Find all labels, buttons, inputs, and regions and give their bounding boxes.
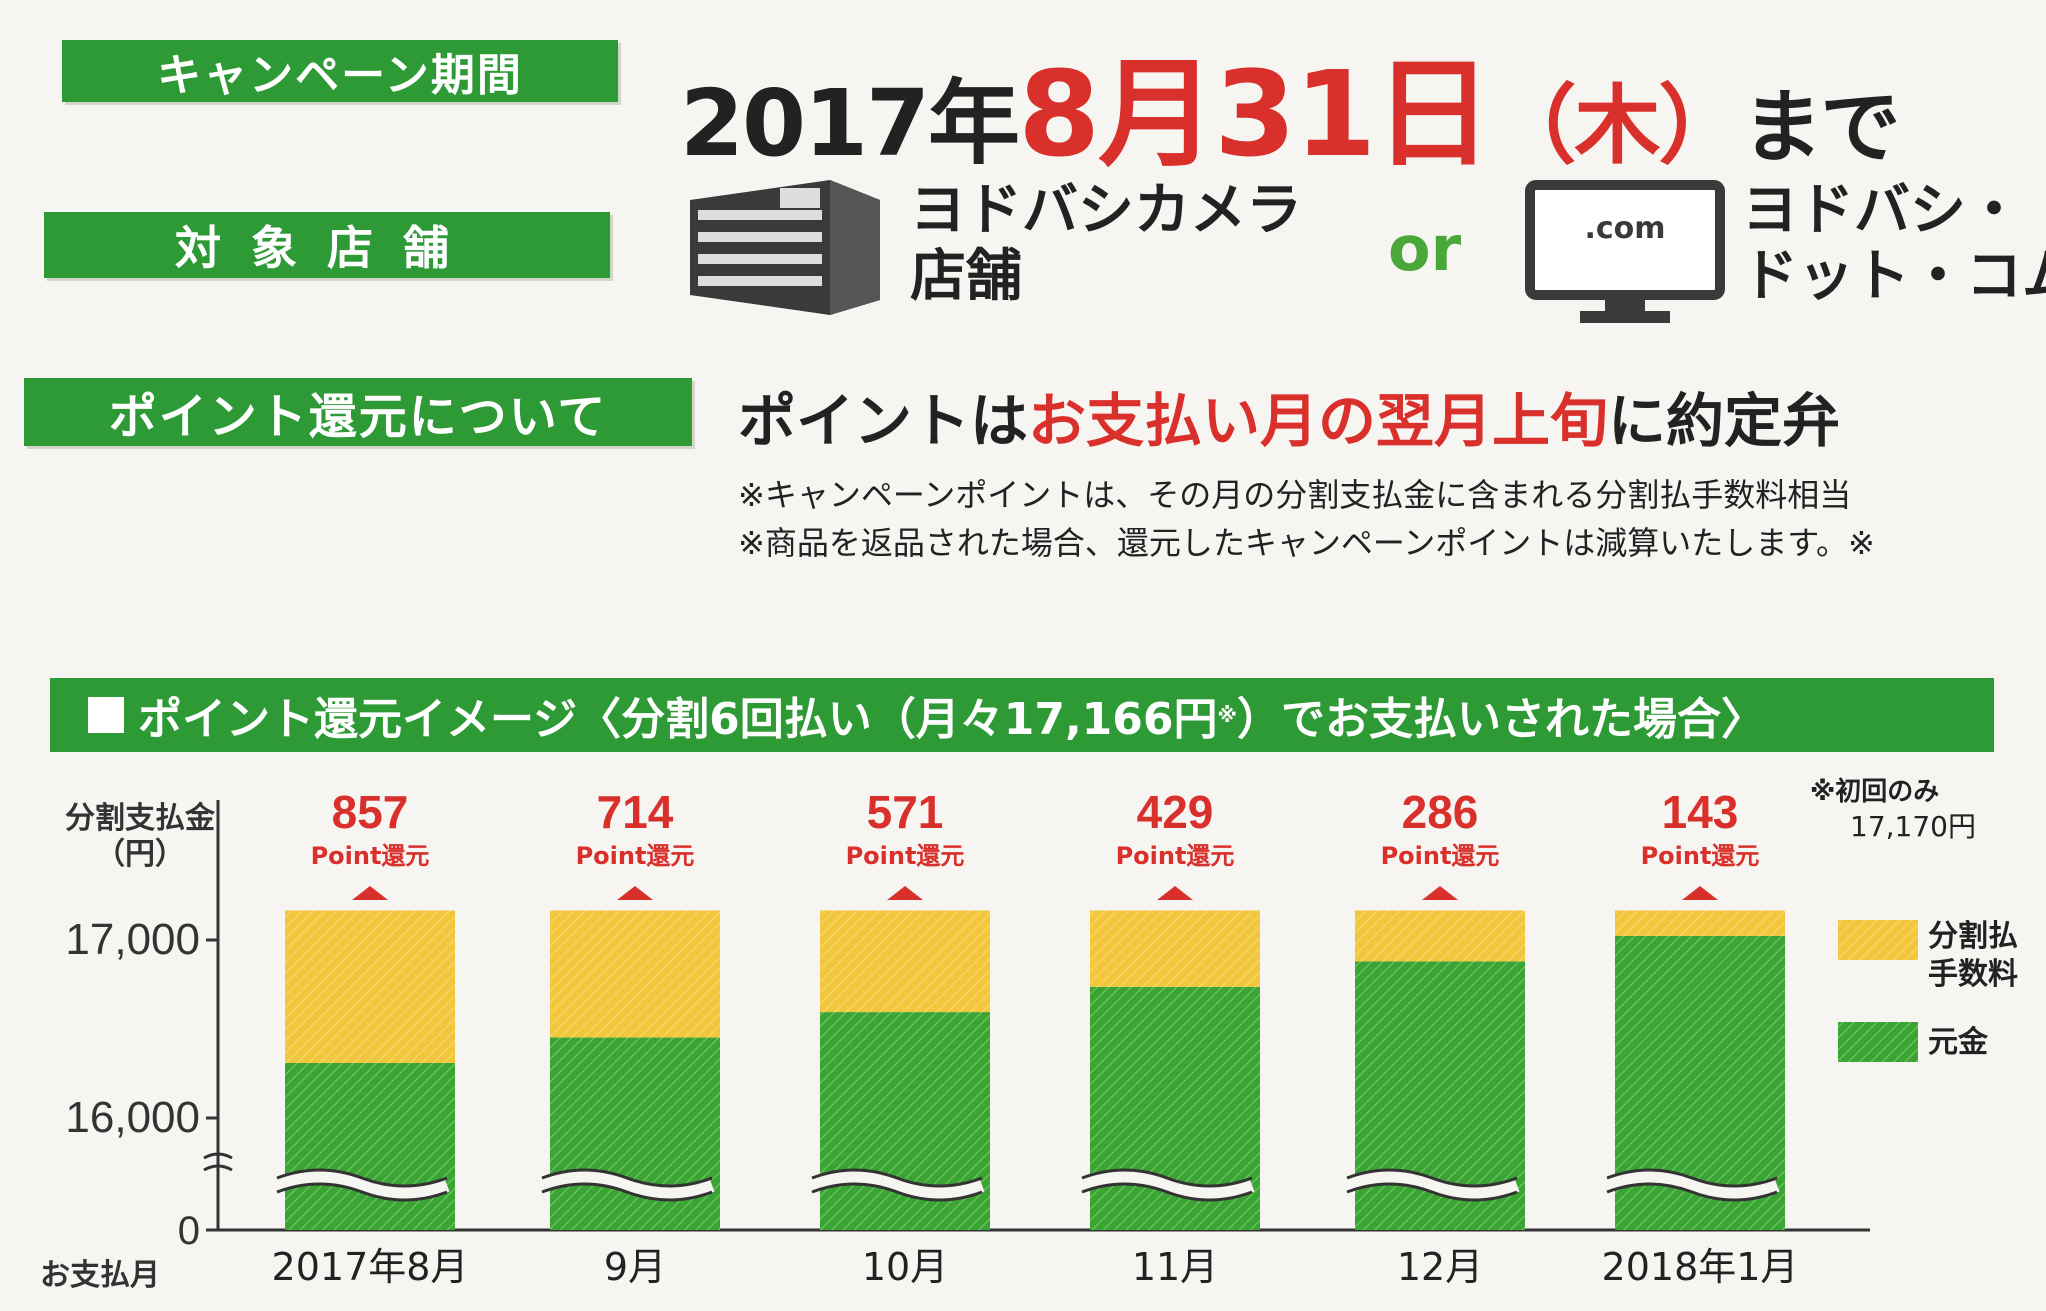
first-payment-amount: 17,170円 [1850, 810, 1976, 843]
point-return-label: Point還元 [311, 842, 430, 870]
point-arrow-icon [1157, 886, 1193, 900]
legend-label-principal: 元金 [1928, 1025, 1989, 1060]
note-returns: ※商品を返品された場合、還元したキャンペーンポイントは減算いたします。※ [738, 518, 1875, 564]
point-value-label: 714 [597, 786, 674, 838]
point-text-b: に約定弁 [1608, 387, 1840, 455]
store2-line1: ヨドバシ・ [1742, 178, 2046, 244]
period-month: 8月 [1018, 45, 1214, 183]
point-return-label: ポイント還元について [24, 378, 692, 446]
point-text-red: お支払い月の翌月上旬 [1028, 387, 1608, 455]
bar-fee [550, 910, 720, 1037]
bar-fee [820, 910, 990, 1012]
bar-principal [285, 1063, 455, 1230]
x-tick-label: 2017年8月 [272, 1245, 469, 1289]
section-title-a: ポイント還元イメージ〈分割6回払い（月々17,166円 [138, 683, 1218, 747]
target-stores-label: 対象店舗 [44, 212, 610, 278]
period-year: 2017年 [680, 70, 1018, 177]
point-value-label: 571 [867, 786, 944, 838]
monitor-text: .com [1584, 211, 1665, 246]
point-return-label: Point還元 [1381, 842, 1500, 870]
point-return-text: ポイントはお支払い月の翌月上旬に約定弁 [738, 374, 1840, 458]
x-tick-label: 10月 [862, 1245, 948, 1289]
point-arrow-icon [1682, 886, 1718, 900]
period-day: 31日 [1214, 45, 1490, 183]
x-tick-label: 12月 [1397, 1245, 1483, 1289]
monitor-icon: .com [1525, 180, 1725, 330]
y-axis-title: 分割支払金（円） [65, 801, 216, 872]
campaign-period-date: 2017年8月31日（木）まで [680, 18, 1898, 189]
point-return-label: Point還元 [576, 842, 695, 870]
x-axis-title: お支払月 [40, 1258, 160, 1293]
y-tick-label: 0 [178, 1209, 200, 1253]
legend-swatch-principal [1838, 1022, 1918, 1062]
x-tick-label: 9月 [604, 1245, 666, 1289]
legend-label-fee: 分割払 [1928, 919, 2018, 954]
point-return-label: Point還元 [846, 842, 965, 870]
period-suffix: まで [1742, 81, 1898, 174]
period-weekday: （木） [1490, 76, 1742, 176]
x-axis: お支払月 [40, 1258, 160, 1293]
y-tick-label: 17,000 [65, 915, 200, 964]
note-campaign-points: ※キャンペーンポイントは、その月の分割支払金に含まれる分割払手数料相当 [738, 470, 1851, 516]
legend-swatch-fee [1838, 920, 1918, 960]
legend-label-fee: 手数料 [1928, 957, 2018, 992]
or-text: or [1388, 212, 1461, 285]
y-tick-label: 16,000 [65, 1093, 200, 1142]
campaign-period-label: キャンペーン期間 [62, 40, 618, 102]
bar-fee [1090, 910, 1260, 986]
bar-principal [550, 1038, 720, 1230]
store1-line2: 店舗 [910, 244, 1302, 310]
y-axis-title-line: （円） [95, 837, 185, 872]
first-payment-note: ※初回のみ [1810, 777, 1939, 807]
point-arrow-icon [1422, 886, 1458, 900]
point-value-label: 143 [1662, 786, 1739, 838]
point-text-a: ポイントは [738, 387, 1028, 455]
section-title-sup: ※ [1218, 703, 1237, 727]
point-image-section-title: ポイント還元イメージ〈分割6回払い（月々17,166円 ※ ）でお支払いされた場合〉 [50, 678, 1994, 752]
bar-fee [1355, 910, 1525, 961]
store1-line1: ヨドバシカメラ [910, 178, 1302, 244]
bar-fee [285, 910, 455, 1063]
point-return-label: Point還元 [1641, 842, 1760, 870]
point-arrow-icon [352, 886, 388, 900]
point-return-label: Point還元 [1116, 842, 1235, 870]
point-return-chart: 分割支払金（円） 17,000 16,000 0 857 Point還元 2017年8月… [0, 760, 2046, 1311]
bar-fee [1615, 910, 1785, 935]
point-arrow-icon [617, 886, 653, 900]
point-value-label: 429 [1137, 786, 1214, 838]
store-yodobashi-camera: ヨドバシカメラ 店舗 [910, 178, 1302, 310]
x-tick-label: 11月 [1132, 1245, 1218, 1289]
point-value-label: 286 [1402, 786, 1479, 838]
bars-group: 857 Point還元 2017年8月 714 Point還元 9月 571 Point還元 1… [272, 786, 1799, 1289]
section-title-b: ）でお支払いされた場合〉 [1237, 683, 1765, 747]
square-bullet-icon [88, 697, 124, 733]
y-axis-title-line: 分割支払金 [65, 801, 216, 836]
store2-line2: ドット・コム [1742, 244, 2046, 310]
store-yodobashi-dot-com: ヨドバシ・ ドット・コム [1742, 178, 2046, 310]
point-arrow-icon [887, 886, 923, 900]
store-building-icon [680, 170, 890, 320]
x-tick-label: 2018年1月 [1602, 1245, 1799, 1289]
point-value-label: 857 [332, 786, 409, 838]
